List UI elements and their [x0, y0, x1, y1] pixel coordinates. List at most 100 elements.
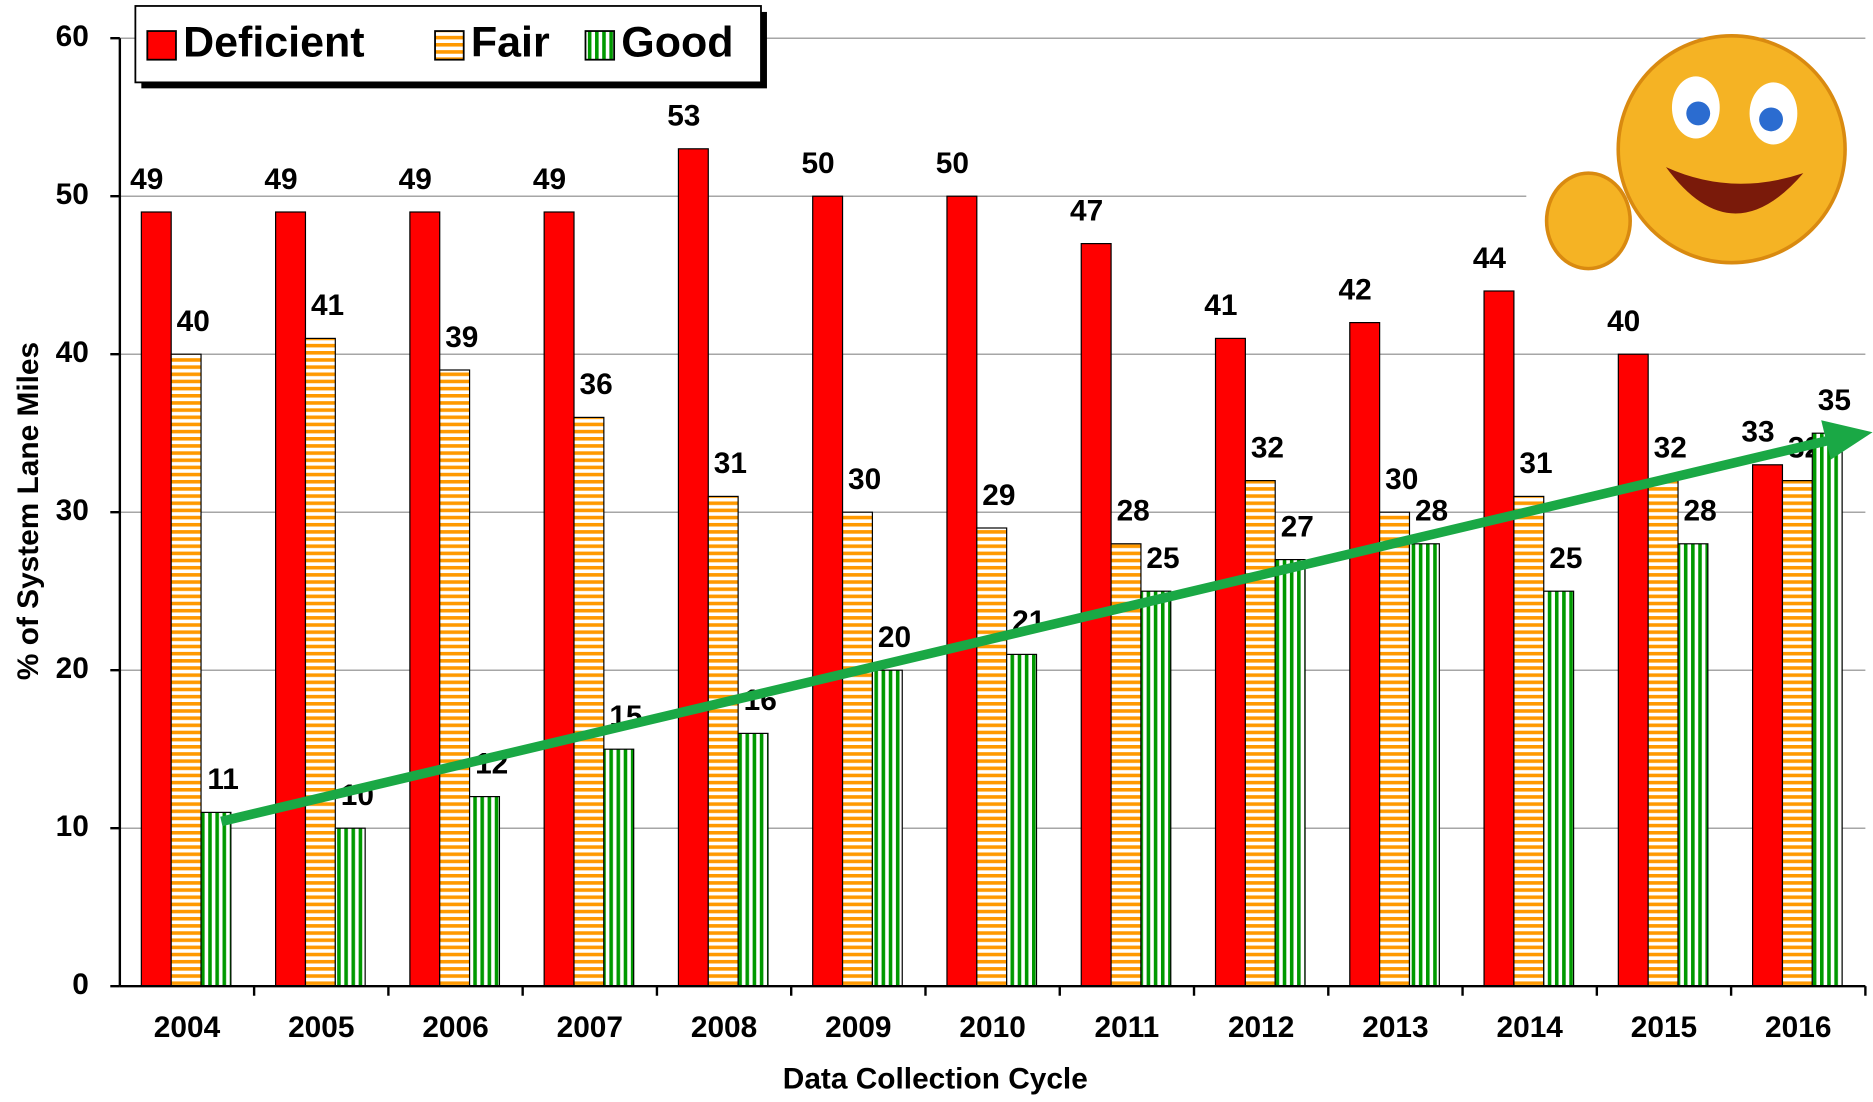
legend-label: Fair: [471, 19, 550, 67]
data-label: 28: [1684, 495, 1717, 528]
y-tick-label: 40: [56, 336, 89, 369]
bar: [140, 211, 172, 987]
data-label: 49: [130, 163, 163, 196]
data-label: 11: [207, 763, 239, 796]
data-label: 29: [982, 479, 1015, 512]
data-label: 20: [878, 621, 911, 654]
data-label: 39: [445, 321, 478, 354]
x-tick-label: 2004: [154, 1011, 221, 1044]
bar: [976, 527, 1008, 987]
bar: [1379, 511, 1411, 987]
bar: [677, 148, 709, 987]
x-tick-label: 2009: [825, 1011, 891, 1044]
bar: [841, 511, 873, 987]
x-tick-label: 2005: [288, 1011, 354, 1044]
data-label: 49: [533, 163, 566, 196]
data-label: 36: [579, 368, 612, 401]
x-tick-label: 2012: [1228, 1011, 1294, 1044]
data-label: 42: [1339, 273, 1372, 306]
data-label: 41: [311, 289, 344, 322]
bar: [1483, 290, 1515, 987]
bar: [737, 732, 769, 987]
data-label: 40: [1607, 305, 1640, 338]
x-tick-label: 2007: [557, 1011, 623, 1044]
bar: [573, 416, 605, 987]
data-label: 31: [714, 447, 747, 480]
bar: [946, 195, 978, 987]
legend-swatch: [146, 30, 177, 61]
y-tick-label: 60: [56, 20, 89, 53]
data-label: 28: [1415, 495, 1448, 528]
legend-swatch: [584, 30, 616, 61]
bar: [1811, 432, 1843, 987]
legend-swatch: [434, 30, 465, 61]
data-label: 32: [1654, 431, 1687, 464]
bar: [334, 827, 366, 987]
bar: [304, 337, 336, 987]
bar: [170, 353, 202, 987]
bar: [1244, 480, 1276, 987]
y-tick-label: 0: [72, 968, 89, 1001]
data-label: 50: [801, 147, 834, 180]
data-label: 30: [1385, 463, 1418, 496]
x-tick-label: 2006: [422, 1011, 488, 1044]
bar: [812, 195, 844, 987]
emoji: [1526, 34, 1868, 289]
bar: [1543, 590, 1575, 987]
bar: [1408, 543, 1440, 987]
data-label: 50: [936, 147, 969, 180]
x-tick-label: 2010: [959, 1011, 1025, 1044]
bar: [871, 669, 903, 987]
bar: [439, 369, 471, 987]
legend-label: Deficient: [183, 19, 364, 67]
bar: [1006, 653, 1038, 987]
y-tick-label: 50: [56, 178, 89, 211]
y-tick-label: 20: [56, 652, 89, 685]
legend-label: Good: [621, 19, 733, 67]
bar: [1349, 322, 1381, 987]
trend-arrow: [220, 420, 1873, 827]
bar: [200, 811, 232, 987]
bar: [1513, 495, 1545, 987]
bar: [1140, 590, 1172, 987]
bar: [1677, 543, 1709, 987]
x-tick-label: 2013: [1362, 1011, 1428, 1044]
data-label: 33: [1741, 416, 1774, 449]
y-tick-label: 30: [56, 494, 89, 527]
bar: [1781, 480, 1813, 987]
data-label: 41: [1204, 289, 1237, 322]
y-tick-label: 10: [56, 810, 89, 843]
x-tick-label: 2014: [1497, 1011, 1564, 1044]
data-label: 31: [1519, 447, 1552, 480]
data-label: 25: [1549, 542, 1582, 575]
bar: [409, 211, 441, 987]
bar: [543, 211, 575, 987]
x-tick-label: 2011: [1095, 1011, 1160, 1044]
data-label: 49: [264, 163, 297, 196]
data-label: 30: [848, 463, 881, 496]
y-axis-title: % of System Lane Miles: [12, 342, 45, 680]
data-label: 44: [1473, 242, 1507, 275]
data-label: 25: [1146, 542, 1179, 575]
bar: [1647, 480, 1679, 987]
x-axis-title: Data Collection Cycle: [783, 1062, 1088, 1095]
x-tick-label: 2015: [1631, 1011, 1697, 1044]
bar: [1752, 464, 1784, 987]
data-label: 27: [1281, 510, 1314, 543]
x-tick-label: 2008: [691, 1011, 757, 1044]
bar: [603, 748, 635, 987]
bar: [1214, 337, 1246, 987]
data-label: 47: [1070, 194, 1103, 227]
data-label: 40: [177, 305, 210, 338]
data-label: 35: [1818, 384, 1851, 417]
x-tick-label: 2016: [1765, 1011, 1831, 1044]
data-label: 28: [1117, 495, 1150, 528]
data-label: 53: [667, 100, 700, 133]
bar: [1617, 353, 1649, 987]
bar: [707, 495, 739, 987]
data-label: 49: [399, 163, 432, 196]
bar: [468, 795, 501, 987]
bar: [275, 211, 307, 987]
bar: [1274, 558, 1306, 987]
